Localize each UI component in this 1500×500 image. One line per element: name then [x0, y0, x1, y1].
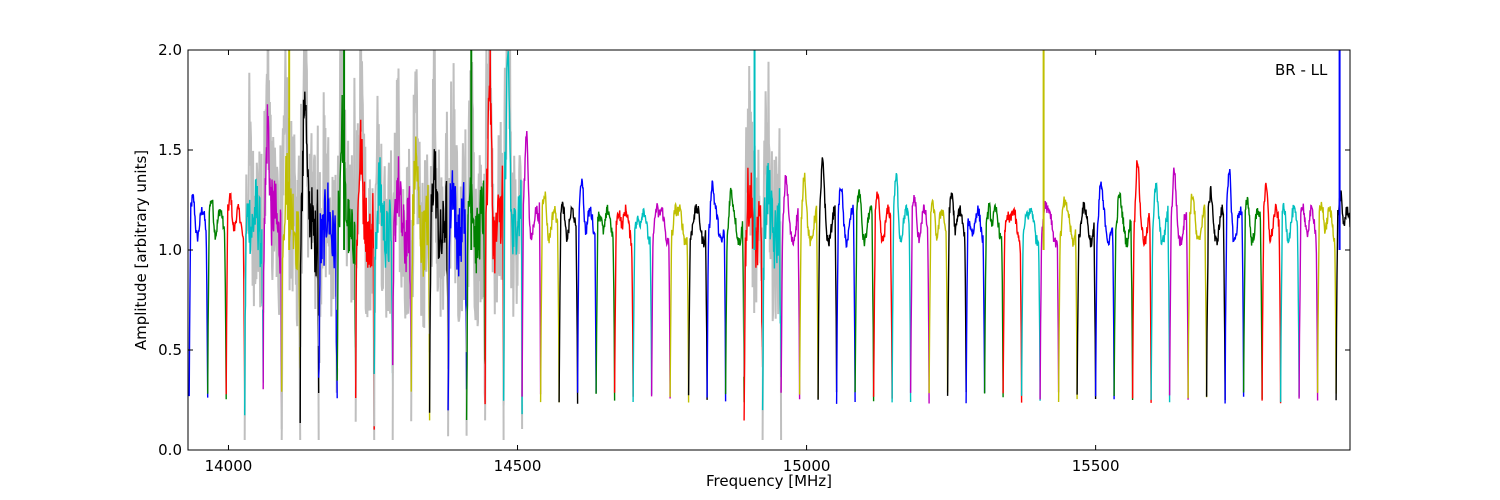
channel-line	[946, 192, 967, 396]
channel-line	[410, 136, 431, 421]
channel-line	[1150, 182, 1171, 403]
channel-line	[1316, 201, 1337, 394]
channel-line	[965, 205, 986, 404]
channel-line	[1094, 181, 1115, 400]
x-axis-label: Frequency [MHz]	[706, 472, 832, 490]
channel-line	[1205, 185, 1226, 401]
channel-line	[1113, 191, 1134, 401]
channel-line	[373, 157, 394, 386]
channel-line	[336, 94, 357, 383]
y-axis-label: Amplitude [arbitrary units]	[132, 150, 150, 350]
channel-line	[872, 191, 893, 399]
channel-line	[1057, 196, 1078, 403]
x-tick-label: 14000	[205, 457, 253, 475]
channel-line	[798, 172, 819, 399]
channel-line	[595, 204, 616, 401]
channel-line	[225, 192, 246, 398]
channel-line	[428, 149, 449, 413]
channel-line	[706, 180, 727, 402]
channel-line	[1168, 167, 1189, 400]
channel-line	[262, 104, 283, 411]
channel-line	[780, 175, 801, 400]
flagged-data-line	[428, 50, 450, 411]
channel-line	[1279, 202, 1300, 403]
channel-line	[1076, 201, 1097, 400]
channel-line	[817, 157, 838, 400]
y-tick-label: 0.5	[158, 341, 182, 359]
x-tick-label: 14500	[494, 457, 542, 475]
channel-line	[502, 51, 523, 415]
channel-line	[281, 152, 301, 392]
channel-line	[188, 193, 209, 398]
channel-line	[392, 156, 412, 393]
channel-line	[891, 173, 912, 403]
y-tick-label: 1.5	[158, 141, 182, 159]
channel-line	[299, 91, 320, 424]
y-tick-label: 1.0	[158, 241, 182, 259]
channel-line	[244, 178, 264, 416]
channel-line	[318, 182, 338, 399]
channel-line	[465, 177, 486, 421]
channel-line	[1020, 207, 1041, 401]
channel-line	[484, 50, 505, 405]
channel-line	[613, 204, 634, 397]
channel-line	[207, 199, 227, 400]
tick-layer: 14000 14500 15000 15500 0.0 0.5 1.0 1.5 2.0	[158, 41, 1350, 475]
flagged-data-line	[761, 61, 783, 441]
channel-line	[355, 119, 375, 430]
channel-line	[558, 201, 579, 404]
channel-line	[669, 201, 690, 403]
channel-line	[539, 191, 560, 403]
channel-line	[576, 178, 597, 394]
channel-line	[983, 201, 1004, 398]
channel-line	[447, 170, 468, 411]
channel-line	[687, 204, 708, 400]
channel-line	[650, 203, 671, 399]
channel-line	[1187, 193, 1208, 399]
channel-line	[854, 189, 875, 402]
channel-line	[1002, 206, 1023, 403]
channel-line	[1224, 169, 1245, 404]
channel-line	[928, 198, 949, 394]
chart-annotation: BR - LL	[1275, 61, 1328, 79]
channel-line	[521, 130, 542, 397]
channel-line	[1242, 196, 1263, 400]
y-tick-label: 2.0	[158, 41, 182, 59]
channel-line	[632, 207, 653, 403]
x-tick-label: 15000	[783, 457, 831, 475]
channel-line	[835, 186, 856, 404]
flagged-data-line	[243, 72, 265, 441]
flagged-data-line	[280, 50, 302, 441]
channel-line	[1131, 160, 1152, 403]
channel-line	[724, 187, 745, 403]
channel-line	[1261, 182, 1282, 404]
channel-line	[743, 167, 764, 421]
flagged-data-line	[447, 63, 468, 437]
channel-line	[1298, 203, 1319, 401]
flagged-data-line	[262, 50, 283, 430]
x-tick-label: 15500	[1072, 457, 1120, 475]
channel-line	[909, 195, 930, 404]
y-tick-label: 0.0	[158, 441, 182, 459]
series-layer	[188, 50, 1350, 441]
channel-line	[761, 162, 782, 411]
